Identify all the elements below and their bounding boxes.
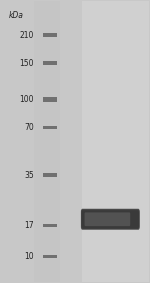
Text: 17: 17	[24, 221, 34, 230]
FancyBboxPatch shape	[43, 255, 57, 258]
FancyBboxPatch shape	[43, 126, 57, 129]
FancyBboxPatch shape	[83, 212, 138, 226]
FancyBboxPatch shape	[84, 215, 136, 223]
FancyBboxPatch shape	[83, 213, 138, 226]
FancyBboxPatch shape	[34, 1, 60, 282]
Text: 10: 10	[24, 252, 34, 261]
FancyBboxPatch shape	[82, 1, 149, 282]
FancyBboxPatch shape	[34, 1, 149, 282]
FancyBboxPatch shape	[81, 210, 139, 229]
FancyBboxPatch shape	[82, 211, 138, 227]
Text: 100: 100	[19, 95, 34, 104]
FancyBboxPatch shape	[81, 209, 140, 230]
FancyBboxPatch shape	[43, 224, 57, 227]
Text: 35: 35	[24, 171, 34, 180]
FancyBboxPatch shape	[82, 211, 139, 228]
FancyBboxPatch shape	[43, 97, 57, 102]
Text: 210: 210	[19, 31, 34, 40]
FancyBboxPatch shape	[43, 61, 57, 65]
Text: kDa: kDa	[9, 11, 24, 20]
Text: 70: 70	[24, 123, 34, 132]
FancyBboxPatch shape	[43, 33, 57, 37]
FancyBboxPatch shape	[43, 173, 57, 177]
FancyBboxPatch shape	[84, 215, 137, 224]
FancyBboxPatch shape	[85, 213, 130, 226]
Text: 150: 150	[19, 59, 34, 68]
FancyBboxPatch shape	[85, 216, 136, 222]
FancyBboxPatch shape	[84, 214, 137, 225]
